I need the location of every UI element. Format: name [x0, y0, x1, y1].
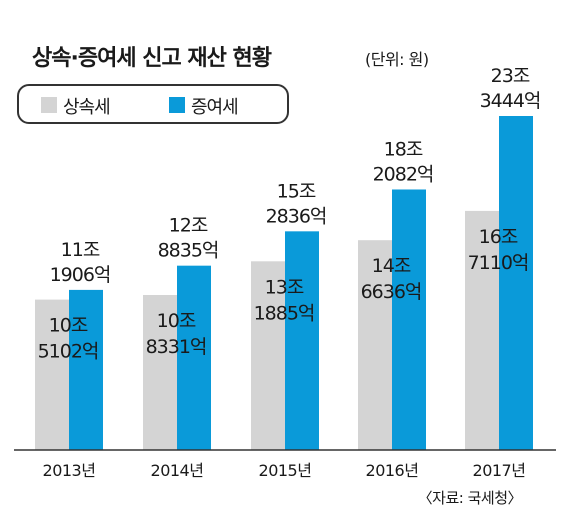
x-tick-label-3: 2016년	[366, 461, 419, 480]
x-tick-label-0: 2013년	[43, 461, 96, 480]
chart-title: 상속·증여세 신고 재산 현황	[32, 46, 272, 71]
data-label-inheritance-3-0: 14조	[372, 255, 411, 277]
bar-inheritance-1	[143, 295, 177, 450]
data-label-gift-4-1: 3444억	[480, 90, 541, 112]
data-label-inheritance-4-1: 7110억	[468, 252, 529, 274]
bar-gift-0	[69, 289, 103, 450]
bar-inheritance-4	[465, 210, 499, 450]
bar-inheritance-0	[35, 299, 69, 450]
source-note: 〈자료: 국세청〉	[417, 489, 523, 507]
data-label-gift-0-0: 11조	[61, 239, 100, 261]
legend-label-inheritance: 상속세	[63, 97, 111, 118]
bar-gift-4	[499, 116, 533, 450]
data-label-gift-3-1: 2082억	[373, 163, 434, 185]
bar-inheritance-2	[251, 261, 285, 450]
bar-gift-1	[177, 265, 211, 450]
bar-gift-3	[392, 189, 426, 450]
data-label-gift-2-1: 2836억	[266, 205, 327, 227]
bar-inheritance-3	[358, 240, 392, 450]
legend-swatch-gift	[169, 97, 185, 113]
data-label-inheritance-2-1: 1885억	[254, 302, 315, 324]
unit-label: (단위: 원)	[365, 50, 429, 69]
data-label-inheritance-4-0: 16조	[479, 226, 518, 248]
data-label-inheritance-0-0: 10조	[49, 315, 88, 337]
legend: 상속세 증여세	[17, 84, 289, 124]
data-label-inheritance-1-0: 10조	[157, 310, 196, 332]
data-label-gift-0-1: 1906억	[50, 264, 111, 286]
data-label-gift-2-0: 15조	[277, 180, 316, 202]
x-tick-label-1: 2014년	[151, 461, 204, 480]
data-label-inheritance-0-1: 5102억	[38, 341, 99, 363]
data-label-inheritance-1-1: 8331억	[146, 336, 207, 358]
data-label-inheritance-3-1: 6636억	[361, 281, 422, 303]
data-label-gift-3-0: 18조	[384, 138, 423, 160]
legend-label-gift: 증여세	[191, 97, 239, 118]
x-tick-label-2: 2015년	[259, 461, 312, 480]
data-label-gift-1-1: 8835억	[158, 240, 219, 262]
data-label-gift-4-0: 23조	[491, 65, 530, 87]
legend-swatch-inheritance	[41, 97, 57, 113]
x-tick-label-4: 2017년	[473, 461, 526, 480]
data-label-gift-1-0: 12조	[169, 215, 208, 237]
bar-gift-2	[285, 231, 319, 450]
data-label-inheritance-2-0: 13조	[265, 276, 304, 298]
